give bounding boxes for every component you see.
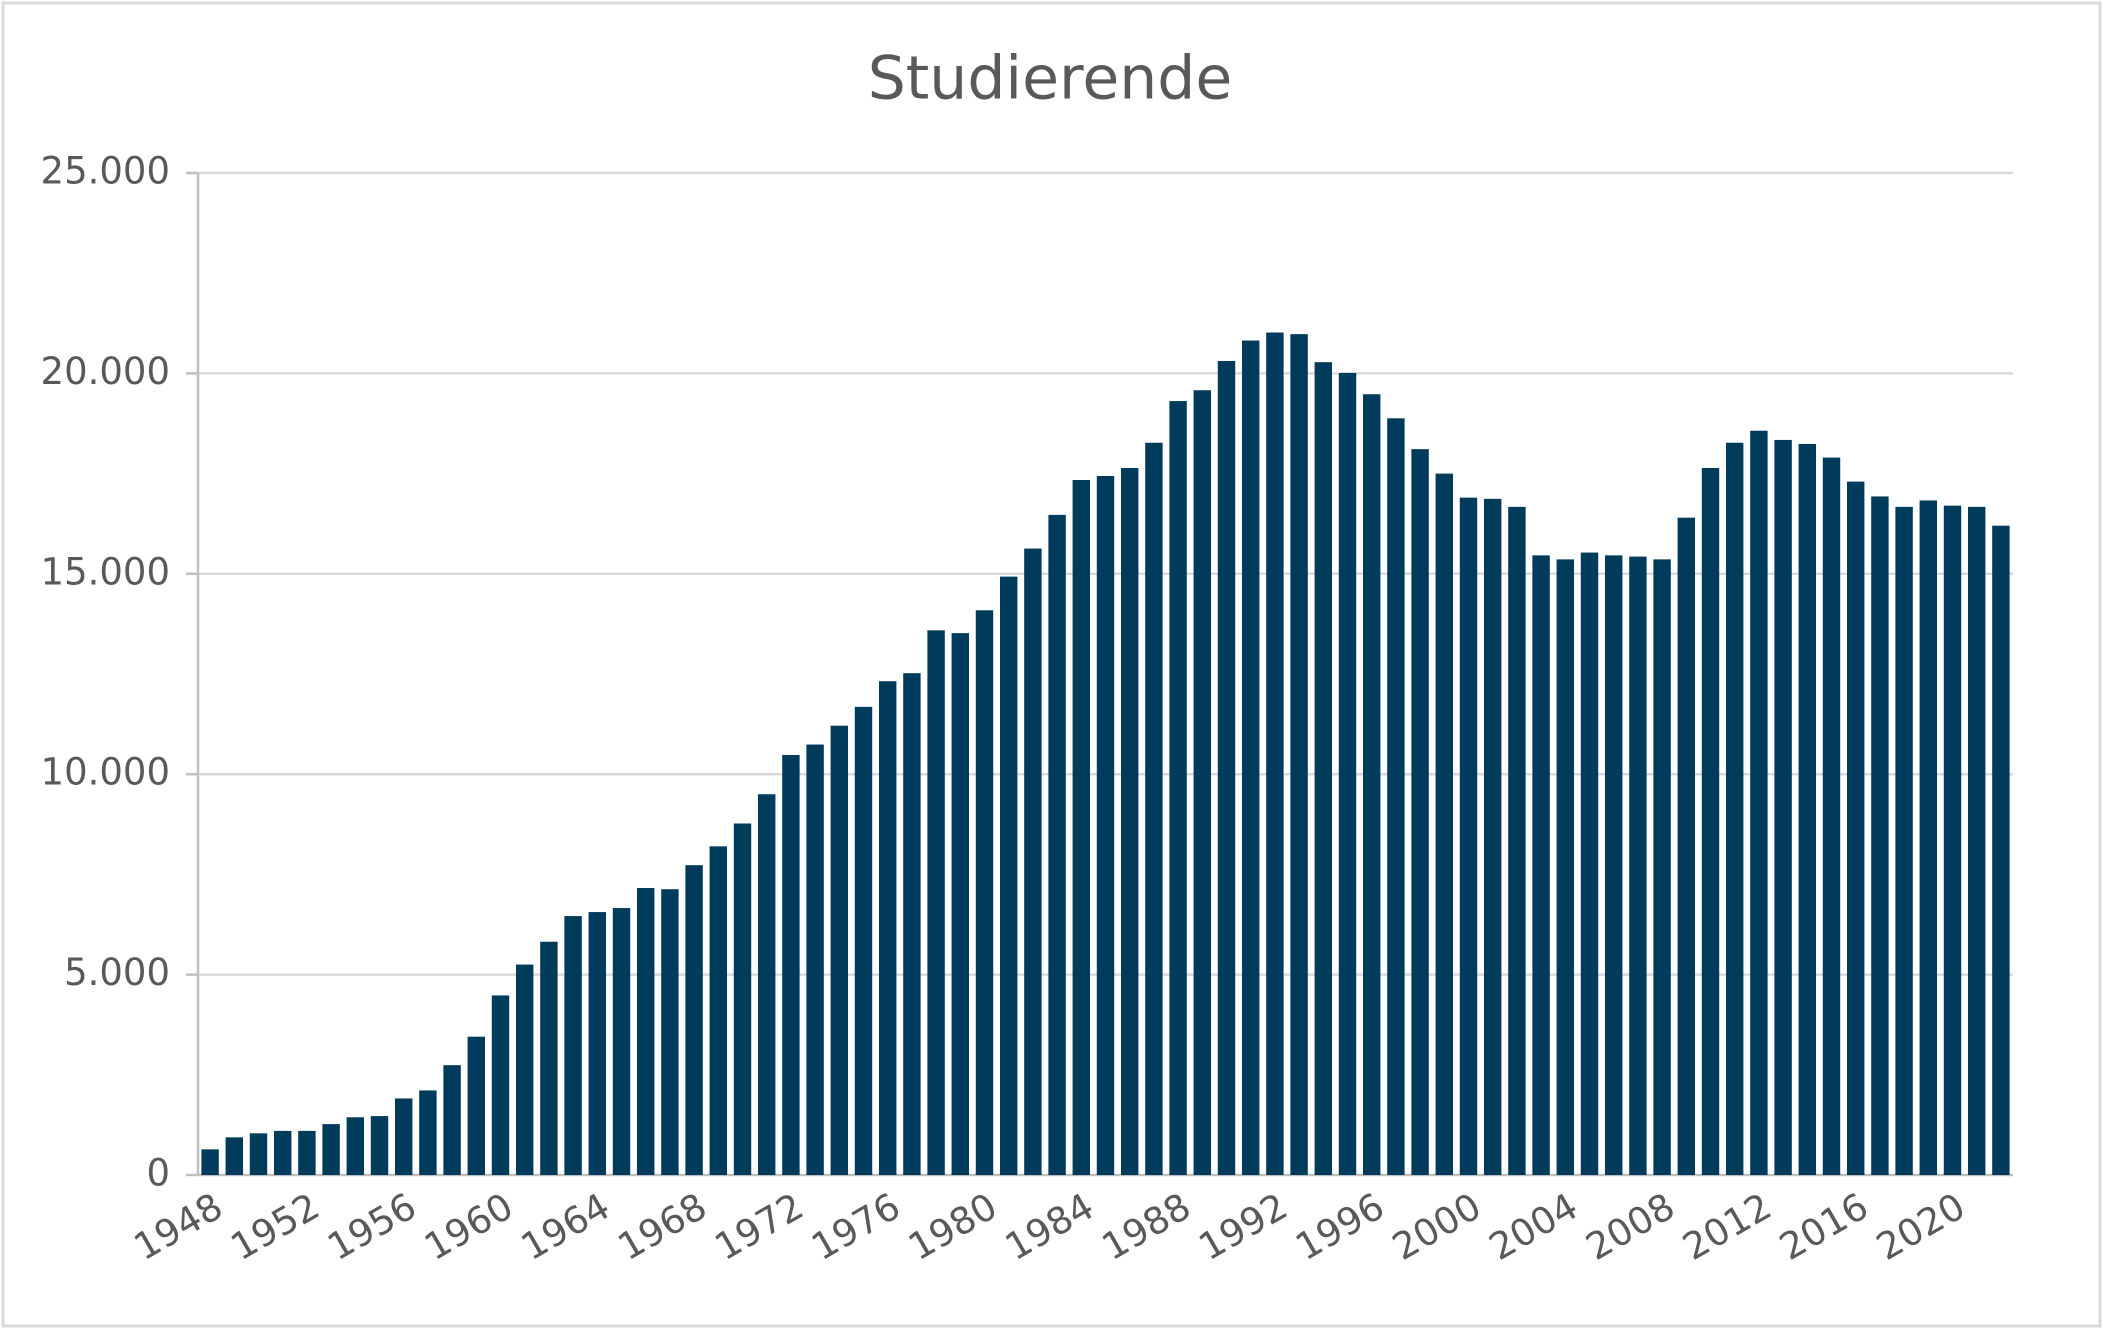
bar	[1120, 467, 1139, 1176]
bar	[806, 744, 824, 1175]
bar	[1338, 372, 1357, 1175]
bar	[854, 706, 873, 1175]
bar	[322, 1124, 340, 1175]
bar	[612, 908, 631, 1175]
bar	[1072, 480, 1091, 1175]
chart-title: Studierende	[868, 44, 1233, 114]
bar	[1411, 449, 1429, 1175]
y-tick-label: 5.000	[64, 951, 170, 994]
bar	[515, 964, 534, 1175]
bar	[927, 630, 945, 1175]
bar	[1508, 506, 1526, 1175]
y-tick-label: 15.000	[41, 550, 170, 593]
bar	[1580, 552, 1599, 1175]
bar	[1701, 467, 1720, 1176]
bar	[1556, 559, 1575, 1175]
bar	[1241, 340, 1260, 1175]
bar	[298, 1130, 316, 1175]
bar	[370, 1116, 389, 1175]
bar	[733, 823, 752, 1175]
bar	[999, 576, 1018, 1175]
bar	[1967, 506, 1986, 1175]
bar	[1798, 443, 1817, 1175]
bar	[636, 888, 655, 1175]
bar	[1846, 481, 1865, 1176]
bar	[1943, 505, 1962, 1175]
bar	[273, 1130, 292, 1175]
bar	[1362, 394, 1381, 1176]
bar	[1266, 332, 1284, 1175]
y-tick-label: 25.000	[41, 150, 170, 193]
bar	[540, 941, 558, 1175]
bar	[1532, 555, 1550, 1175]
bar	[757, 794, 776, 1175]
bar	[443, 1065, 461, 1175]
bar	[1048, 514, 1066, 1175]
bar	[1604, 555, 1623, 1175]
bar	[1919, 500, 1938, 1175]
bar	[564, 916, 582, 1175]
bar	[661, 889, 679, 1175]
bar	[685, 865, 703, 1175]
bar	[1459, 497, 1478, 1175]
bar	[1217, 360, 1236, 1175]
y-tick-label: 10.000	[41, 751, 170, 794]
bar	[1314, 362, 1333, 1175]
bar	[394, 1098, 413, 1175]
bar	[951, 633, 970, 1175]
bar	[1290, 334, 1308, 1176]
bar	[1435, 473, 1454, 1176]
bar	[830, 725, 849, 1175]
bar	[1387, 418, 1405, 1175]
bar	[1750, 430, 1768, 1176]
bar	[1145, 442, 1163, 1175]
bar	[419, 1090, 437, 1175]
y-tick-label: 0	[146, 1152, 170, 1195]
bar	[1725, 442, 1744, 1175]
bar	[1992, 525, 2010, 1175]
bar	[878, 681, 897, 1175]
bar	[225, 1137, 244, 1175]
bar	[1895, 506, 1913, 1175]
bar	[249, 1133, 268, 1175]
bar	[1653, 559, 1671, 1175]
bar	[1677, 517, 1696, 1175]
bar	[1774, 439, 1792, 1175]
bar	[975, 610, 994, 1175]
bar	[346, 1117, 365, 1175]
bar	[782, 754, 800, 1175]
bar	[709, 846, 728, 1175]
bar	[1096, 476, 1115, 1176]
bar	[1629, 556, 1647, 1175]
bar	[467, 1036, 486, 1175]
bar	[1822, 457, 1841, 1175]
bar	[1024, 548, 1042, 1175]
bar	[588, 912, 607, 1175]
bar	[491, 995, 510, 1175]
bar	[1193, 390, 1212, 1175]
bar	[1871, 496, 1889, 1176]
bar	[1483, 498, 1502, 1175]
bar	[201, 1149, 219, 1175]
bar	[903, 673, 921, 1175]
bar	[1169, 401, 1187, 1176]
y-tick-label: 20.000	[41, 350, 170, 393]
